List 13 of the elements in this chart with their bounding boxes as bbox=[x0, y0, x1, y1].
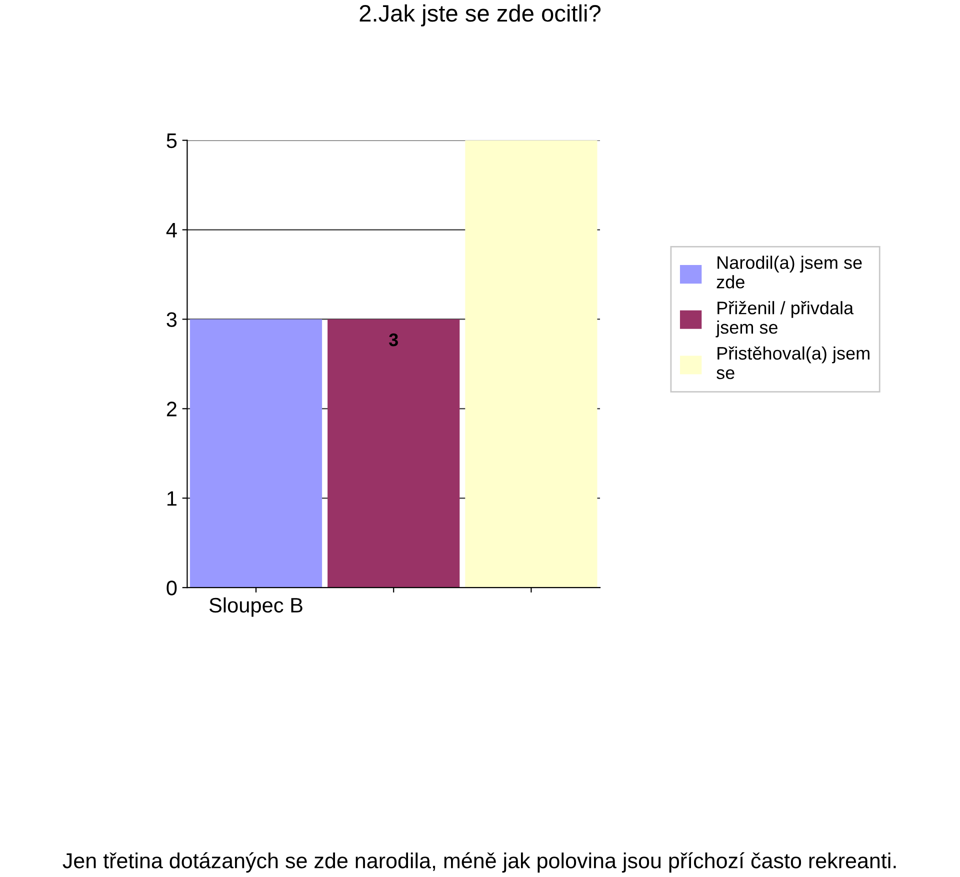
legend-label: Přiženil / přivdala jsem se bbox=[716, 301, 854, 338]
legend-label: Narodil(a) jsem se zde bbox=[716, 256, 862, 288]
y-tick-label: 4 bbox=[166, 222, 177, 238]
x-tick-label: Sloupec B bbox=[209, 597, 302, 617]
text: Jen třetina dotázaných se zde narodila, méně jak polovina jsou příchozí často rekreanti. bbox=[62, 852, 896, 873]
data-label: 3 bbox=[388, 333, 398, 346]
y-tick-label: 5 bbox=[166, 134, 177, 148]
y-tick-label: 0 bbox=[166, 580, 177, 596]
legend-label: Přistěhoval(a) jsem se bbox=[716, 346, 870, 380]
y-tick-label: 1 bbox=[167, 491, 176, 506]
y-tick-label: 3 bbox=[166, 312, 177, 327]
y-tick-label: 2 bbox=[166, 402, 176, 416]
chart-title: 2.Jak jste se zde ocitli? bbox=[360, 4, 601, 26]
